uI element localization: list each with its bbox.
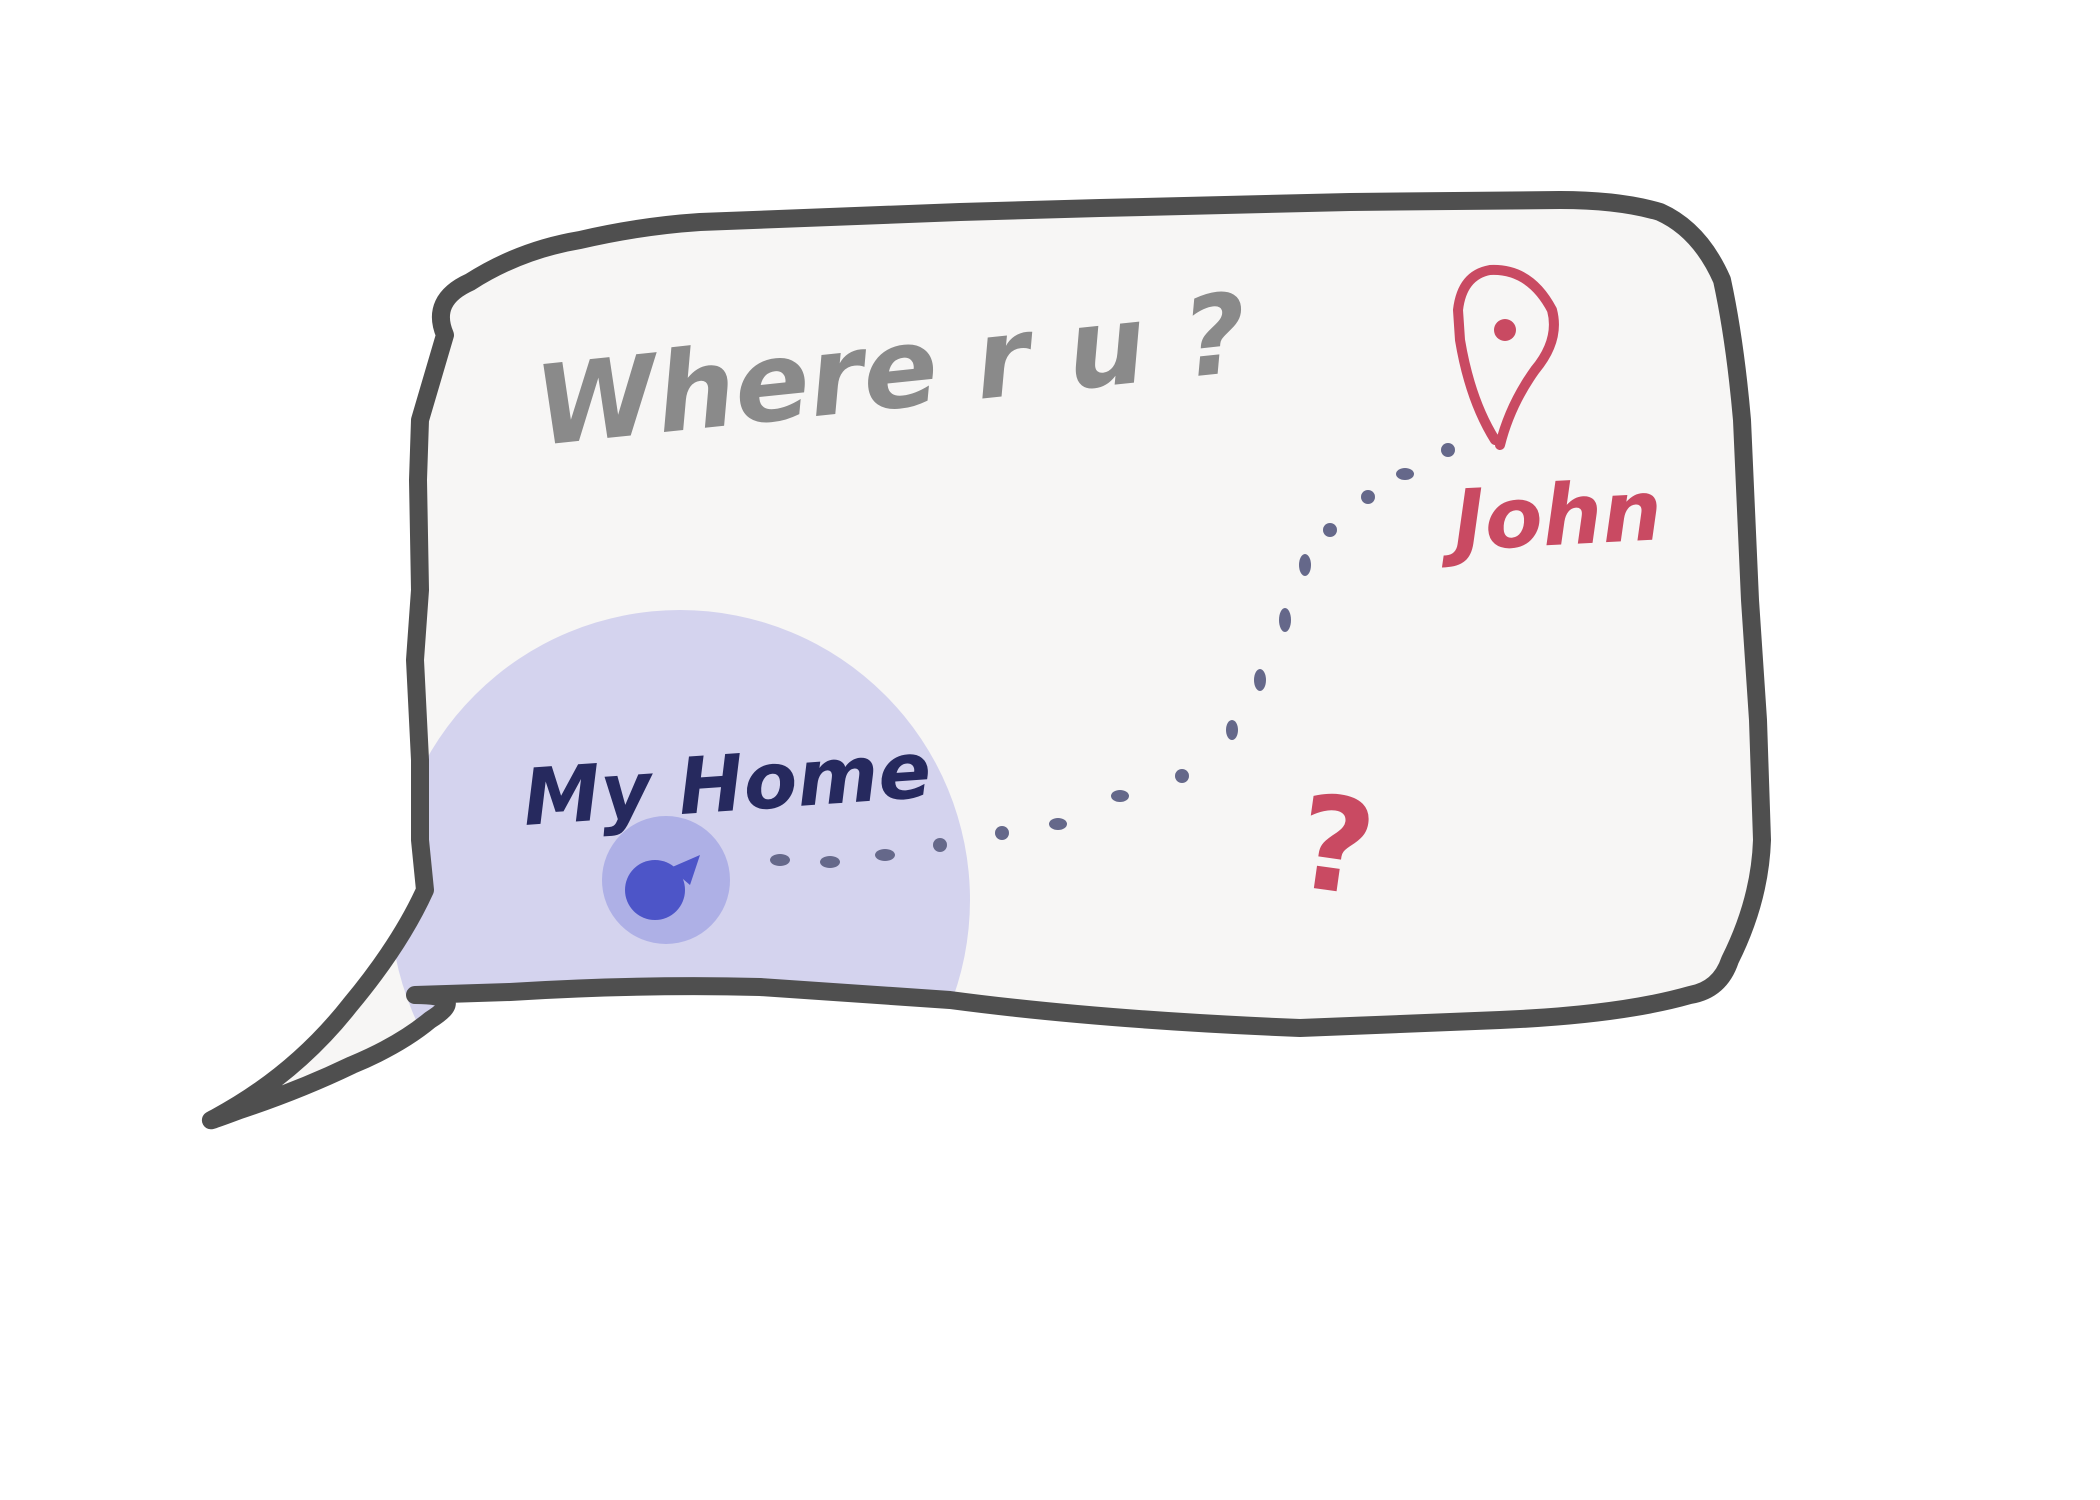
route-dot	[995, 826, 1009, 840]
route-dot	[933, 838, 947, 852]
route-dot	[1049, 818, 1067, 830]
route-dot	[1279, 608, 1291, 632]
route-dot	[1254, 669, 1266, 691]
route-dot	[1111, 790, 1129, 802]
route-dot	[1323, 523, 1337, 537]
speech-bubble-outline	[201, 191, 1771, 1130]
route-dot	[875, 849, 895, 861]
route-dot	[1175, 769, 1189, 783]
route-dot	[770, 854, 790, 866]
route-dot	[1299, 554, 1311, 576]
route-dot	[1441, 443, 1455, 457]
route-dot	[1396, 468, 1414, 480]
location-dot-icon	[625, 855, 700, 920]
route-dot	[1226, 720, 1238, 740]
route-path	[770, 443, 1455, 868]
route-dot	[820, 856, 840, 868]
contact-name: John	[1437, 461, 1664, 571]
map-pin-icon	[1453, 264, 1559, 450]
route-dot	[1361, 490, 1375, 504]
